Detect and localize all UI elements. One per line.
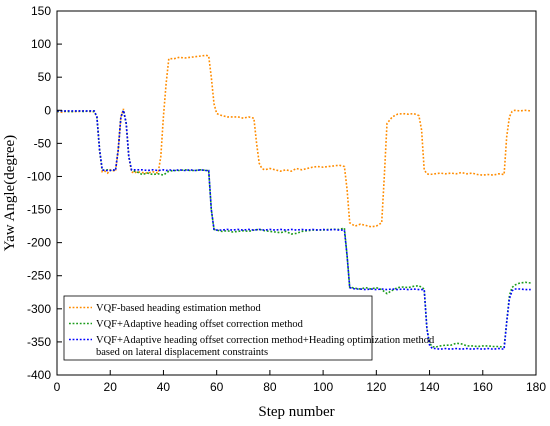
plot-frame xyxy=(56,10,537,376)
x-tick-label: 20 xyxy=(104,380,118,394)
y-tick-label: -300 xyxy=(27,302,51,316)
y-axis-title: Yaw Angle(degree) xyxy=(2,135,18,251)
x-tick-label: 40 xyxy=(157,380,171,394)
y-tick-label: 100 xyxy=(31,37,51,51)
ticks-layer: 0 20 40 60 80 100 120 140 160 180 150 100 50 0 -50 -100… xyxy=(27,4,546,394)
legend-label: VQF+Adaptive heading offset correction m… xyxy=(96,319,304,330)
series-line-2 xyxy=(56,107,531,349)
legend-label: VQF+Adaptive heading offset correction m… xyxy=(96,335,435,358)
y-tick-label: -350 xyxy=(27,335,51,349)
y-tick-label: -400 xyxy=(27,368,51,382)
y-tick-label: -200 xyxy=(27,236,51,250)
series-layer xyxy=(56,54,531,351)
y-tick-label: 0 xyxy=(44,103,51,117)
y-tick-label: 50 xyxy=(38,70,52,84)
y-tick-label: -250 xyxy=(27,269,51,283)
legend-box xyxy=(63,295,373,361)
y-tick-label: -100 xyxy=(27,169,51,183)
x-tick-label: 180 xyxy=(526,380,546,394)
y-tick-label: -150 xyxy=(27,203,51,217)
legend-label: VQF-based heading estimation method xyxy=(96,303,262,314)
legend: VQF-based heading estimation method VQF+A… xyxy=(63,295,435,361)
x-tick-label: 100 xyxy=(313,380,333,394)
x-tick-label: 140 xyxy=(420,380,440,394)
y-tick-label: 150 xyxy=(31,4,51,18)
x-axis-title: Step number xyxy=(258,404,334,420)
x-tick-label: 160 xyxy=(473,380,493,394)
x-tick-label: 120 xyxy=(366,380,386,394)
x-tick-label: 60 xyxy=(210,380,224,394)
y-tick-label: -50 xyxy=(34,136,52,150)
x-tick-label: 0 xyxy=(54,380,61,394)
series-line-3 xyxy=(57,107,531,351)
x-tick-label: 80 xyxy=(263,380,277,394)
